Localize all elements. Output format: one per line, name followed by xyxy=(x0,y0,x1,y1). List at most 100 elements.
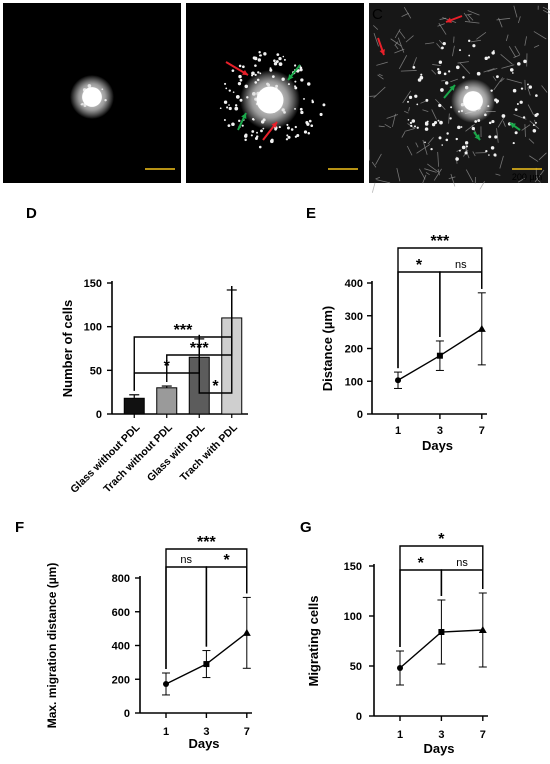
cell-process xyxy=(400,70,417,72)
cell xyxy=(256,131,258,134)
cell-process xyxy=(533,44,540,48)
x-tick-label: 7 xyxy=(244,726,250,738)
cell xyxy=(294,125,297,129)
cell xyxy=(484,56,488,61)
cell-process xyxy=(502,120,506,127)
cell xyxy=(487,56,490,59)
cell xyxy=(308,119,312,123)
cell xyxy=(252,56,256,60)
cell-process xyxy=(457,61,469,64)
cell-process xyxy=(375,176,381,180)
cell-process xyxy=(396,167,401,182)
cell xyxy=(517,62,521,66)
significance-label: *** xyxy=(190,340,209,357)
cell-process xyxy=(479,181,485,190)
cell-process xyxy=(467,14,474,21)
significance-label: * xyxy=(212,378,219,395)
cell xyxy=(275,60,279,64)
cell xyxy=(472,44,476,48)
cell-process xyxy=(437,151,440,167)
chart-panel-e: E 0 100 200 300 400 Distance (µm) 1 3 7 Days * ns *** xyxy=(306,205,487,453)
cell xyxy=(450,106,453,109)
cell-process xyxy=(506,78,523,84)
micrograph-b: B 200 µm xyxy=(186,3,364,183)
significance-label: ns xyxy=(455,259,467,271)
cell xyxy=(294,80,297,83)
cell xyxy=(425,98,429,102)
cell xyxy=(258,51,261,54)
cell xyxy=(440,88,444,92)
cell xyxy=(430,147,433,151)
panel-label: F xyxy=(15,519,24,536)
cell xyxy=(409,121,413,125)
cell xyxy=(468,39,471,43)
cell-process xyxy=(505,34,509,42)
significance-bracket xyxy=(165,548,248,670)
cell xyxy=(438,103,442,108)
cell xyxy=(433,120,438,125)
significance-label: ns xyxy=(180,554,192,566)
cell xyxy=(319,112,323,116)
cell xyxy=(536,112,539,116)
x-axis-label: Days xyxy=(422,438,453,453)
significance-bracket xyxy=(399,545,484,647)
cell-process xyxy=(377,74,384,80)
cell-process xyxy=(378,73,383,77)
cell-process xyxy=(538,152,547,161)
cell-process xyxy=(401,12,409,17)
cell xyxy=(411,119,416,123)
cell xyxy=(235,94,240,99)
cell-process xyxy=(398,30,406,39)
cell xyxy=(520,87,524,90)
cell-process xyxy=(438,22,447,35)
cell-process xyxy=(415,142,419,148)
cell xyxy=(322,103,326,107)
panel-label: C xyxy=(372,6,383,23)
red-arrowhead-icon xyxy=(379,49,385,55)
cell xyxy=(257,58,262,62)
cell xyxy=(303,130,308,134)
cell-process xyxy=(465,13,472,16)
cell xyxy=(254,137,258,141)
cell-process xyxy=(487,68,498,72)
cell xyxy=(244,134,248,138)
cell-process xyxy=(392,113,396,127)
cell-process xyxy=(483,68,495,73)
x-tick-label: 3 xyxy=(438,729,444,741)
panel-label: G xyxy=(300,519,312,536)
bar xyxy=(156,387,178,415)
cell-process xyxy=(402,90,412,104)
cell xyxy=(241,124,244,127)
panel-label: E xyxy=(306,205,316,222)
cell-process xyxy=(514,45,521,55)
cell xyxy=(532,124,535,127)
cell xyxy=(532,129,537,133)
cell xyxy=(244,138,247,142)
cell xyxy=(495,99,500,103)
cell xyxy=(307,82,311,86)
significance-label: *** xyxy=(431,233,450,250)
significance-bracket xyxy=(397,247,483,369)
cell-process xyxy=(541,85,548,93)
green-arrowhead-icon xyxy=(288,74,294,80)
cell xyxy=(449,117,452,120)
cell xyxy=(299,66,303,70)
cell-process xyxy=(386,114,399,119)
cell-process xyxy=(378,125,385,128)
cell xyxy=(458,149,461,152)
cell xyxy=(535,121,537,124)
x-tick-label: 7 xyxy=(480,729,486,741)
green-arrowhead-icon xyxy=(241,113,247,119)
significance-bracket xyxy=(397,271,441,369)
cell xyxy=(420,73,423,76)
y-tick-label: 150 xyxy=(344,561,362,573)
cell xyxy=(250,134,253,137)
cell xyxy=(461,145,466,150)
cell xyxy=(310,124,314,128)
cell xyxy=(514,108,518,111)
cell xyxy=(223,100,228,104)
cell xyxy=(460,126,463,128)
cell-process xyxy=(433,168,442,181)
cell-process xyxy=(384,123,392,129)
